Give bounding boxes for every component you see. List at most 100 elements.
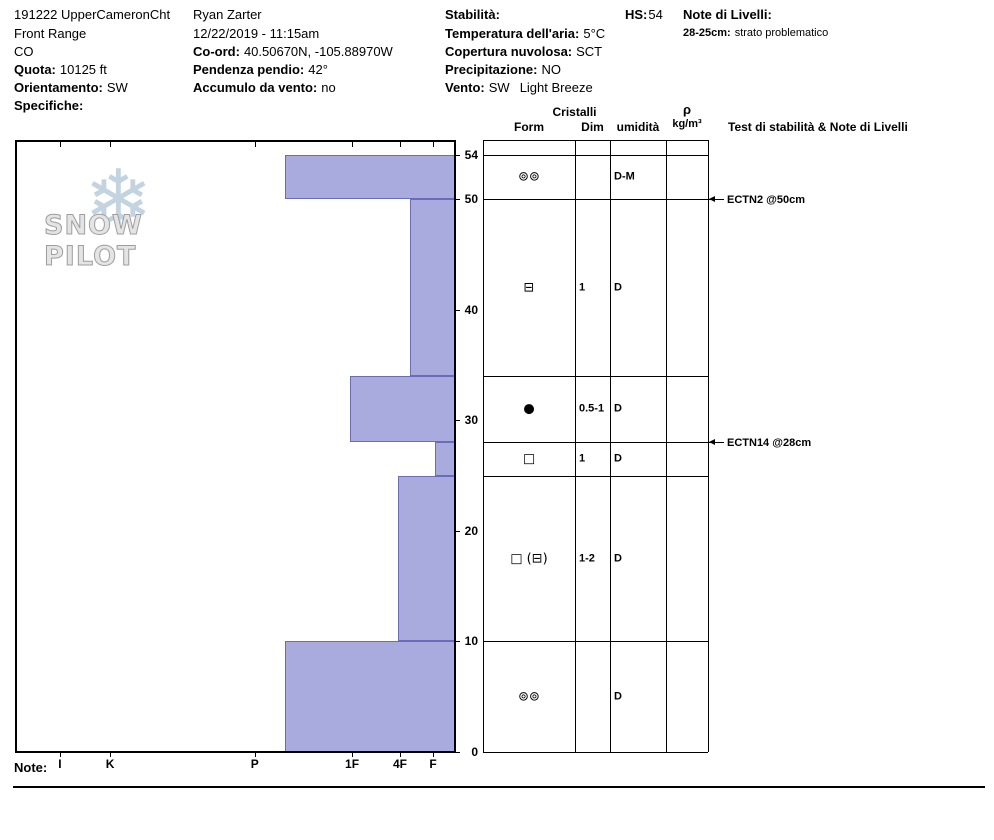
depth-tick-label: 50: [464, 192, 478, 207]
depth-tick-label: 30: [464, 413, 478, 428]
depth-tick-label: 0: [471, 745, 478, 759]
hardness-axis-label: K: [105, 757, 115, 771]
elevation-field: Quota: 10125 ft: [14, 62, 107, 77]
table-grid-vline: [666, 140, 667, 752]
hardness-axis-label: F: [429, 757, 437, 771]
elevation-label: Quota:: [14, 62, 56, 77]
aspect-field: Orientamento: SW: [14, 80, 128, 95]
air-temp-value: 5°C: [583, 26, 606, 41]
hs-value: 54: [648, 7, 663, 22]
hardness-tick-top: [59, 140, 61, 147]
density-symbol-header: ρ: [682, 102, 692, 117]
table-grid-hline: [483, 475, 708, 477]
grain-form-cell: □: [522, 451, 536, 467]
depth-tick-label: 40: [464, 302, 478, 317]
wind-speed-value: Light Breeze: [519, 80, 593, 95]
layer-notes-label: Note di Livelli:: [683, 7, 772, 22]
grain-size-cell: 0.5-1: [579, 402, 605, 415]
hardness-axis-label: 1F: [345, 757, 360, 771]
snowflake-icon: ❄: [84, 153, 153, 248]
state-name: CO: [14, 44, 34, 59]
range-name: Front Range: [14, 26, 87, 41]
hardness-tick-bottom: [110, 752, 112, 757]
snow-layer-bar: [410, 199, 455, 377]
humidity-cell: D: [614, 452, 622, 465]
hardness-tick-bottom: [352, 752, 354, 757]
date-time: 12/22/2019 - 11:15am: [193, 26, 320, 41]
humidity-cell: D: [614, 690, 622, 703]
humidity-cell: D-M: [614, 170, 635, 183]
specifics-label: Specifiche:: [14, 98, 84, 113]
hardness-tick-top: [254, 140, 256, 147]
humidity-cell: D: [614, 552, 622, 565]
cristalli-column-header: Cristalli: [552, 105, 597, 119]
table-grid-hline: [483, 376, 708, 378]
depth-tick-label: 20: [464, 523, 478, 538]
form-column-header: Form: [514, 120, 544, 134]
wind-loading-value: no: [321, 80, 336, 95]
slope-angle-value: 42°: [308, 62, 328, 77]
precipitation-label: Precipitazione:: [445, 62, 538, 77]
bottom-divider: [13, 786, 985, 788]
wind-loading-field: Accumulo da vento: no: [193, 80, 336, 95]
layer-note-depth: 28-25cm:: [683, 27, 731, 39]
hs-label: HS:: [625, 7, 648, 22]
precipitation-value: NO: [541, 62, 561, 77]
depth-tick: [455, 530, 460, 532]
hardness-tick-top: [352, 140, 354, 147]
table-grid-hline: [483, 155, 708, 156]
coordinates-value: 40.50670N, -105.88970W: [243, 44, 393, 59]
left-arrow-icon: [709, 196, 724, 203]
wind-field: Vento: SW Light Breeze: [445, 80, 593, 95]
hardness-tick-bottom: [433, 752, 434, 757]
wind-label: Vento:: [445, 80, 485, 95]
air-temp-label: Temperatura dell'aria:: [445, 26, 580, 41]
table-grid-vline: [708, 140, 709, 752]
grain-size-cell: 1-2: [579, 552, 595, 565]
humidity-cell: D: [614, 281, 622, 294]
layer-note-item: 28-25cm: strato problematico: [683, 27, 828, 40]
snow-layer-bar: [397, 475, 455, 642]
sky-cover-field: Copertura nuvolosa: SCT: [445, 44, 602, 59]
grain-form-cell: ⊚⊚: [518, 689, 540, 705]
specifics-field: Specifiche:: [14, 98, 83, 113]
snowpilot-logo-text: SNOW PILOT: [44, 210, 143, 273]
stability-field: Stabilità:: [445, 7, 500, 22]
wind-loading-label: Accumulo da vento:: [193, 80, 318, 95]
left-arrow-icon: [709, 439, 724, 446]
hardness-chart-frame: [15, 140, 456, 753]
table-grid-vline: [575, 140, 576, 752]
table-grid-hline: [483, 199, 708, 201]
stability-label: Stabilità:: [445, 7, 500, 22]
snow-layer-bar: [349, 376, 455, 443]
depth-tick-label: 10: [464, 634, 478, 649]
stability-test-annotation: ECTN2 @50cm: [727, 194, 805, 207]
grain-form-cell: ⊚⊚: [518, 169, 540, 185]
dim-column-header: Dim: [581, 120, 604, 134]
snowpilot-logo: ❄ SNOW PILOT: [40, 160, 240, 273]
coordinates-label: Co-ord:: [193, 44, 240, 59]
stability-tests-column-header: Test di stabilità & Note di Livelli: [728, 120, 908, 134]
snow-layer-bar: [285, 641, 455, 752]
pit-name: 191222 UpperCameronCht: [14, 7, 171, 22]
grain-size-cell: 1: [579, 452, 586, 465]
depth-tick: [455, 155, 460, 156]
slope-angle-label: Pendenza pendio:: [193, 62, 305, 77]
hardness-tick-bottom: [254, 752, 256, 757]
coordinates-field: Co-ord: 40.50670N, -105.88970W: [193, 44, 393, 59]
table-grid-hline: [483, 442, 708, 444]
sky-cover-value: SCT: [576, 44, 603, 59]
hardness-tick-bottom: [400, 752, 401, 757]
note-label: Note:: [14, 760, 48, 775]
air-temp-field: Temperatura dell'aria: 5°C: [445, 26, 605, 41]
hardness-axis-label: 4F: [392, 757, 408, 771]
stability-test-annotation: ECTN14 @28cm: [727, 437, 812, 450]
layer-notes-header: Note di Livelli:: [683, 7, 772, 22]
humidity-column-header: umidità: [616, 120, 660, 134]
table-grid-hline: [483, 752, 708, 753]
table-grid-hline: [483, 641, 708, 643]
table-grid-vline: [483, 140, 484, 752]
aspect-value: SW: [106, 80, 128, 95]
depth-tick: [455, 199, 460, 201]
